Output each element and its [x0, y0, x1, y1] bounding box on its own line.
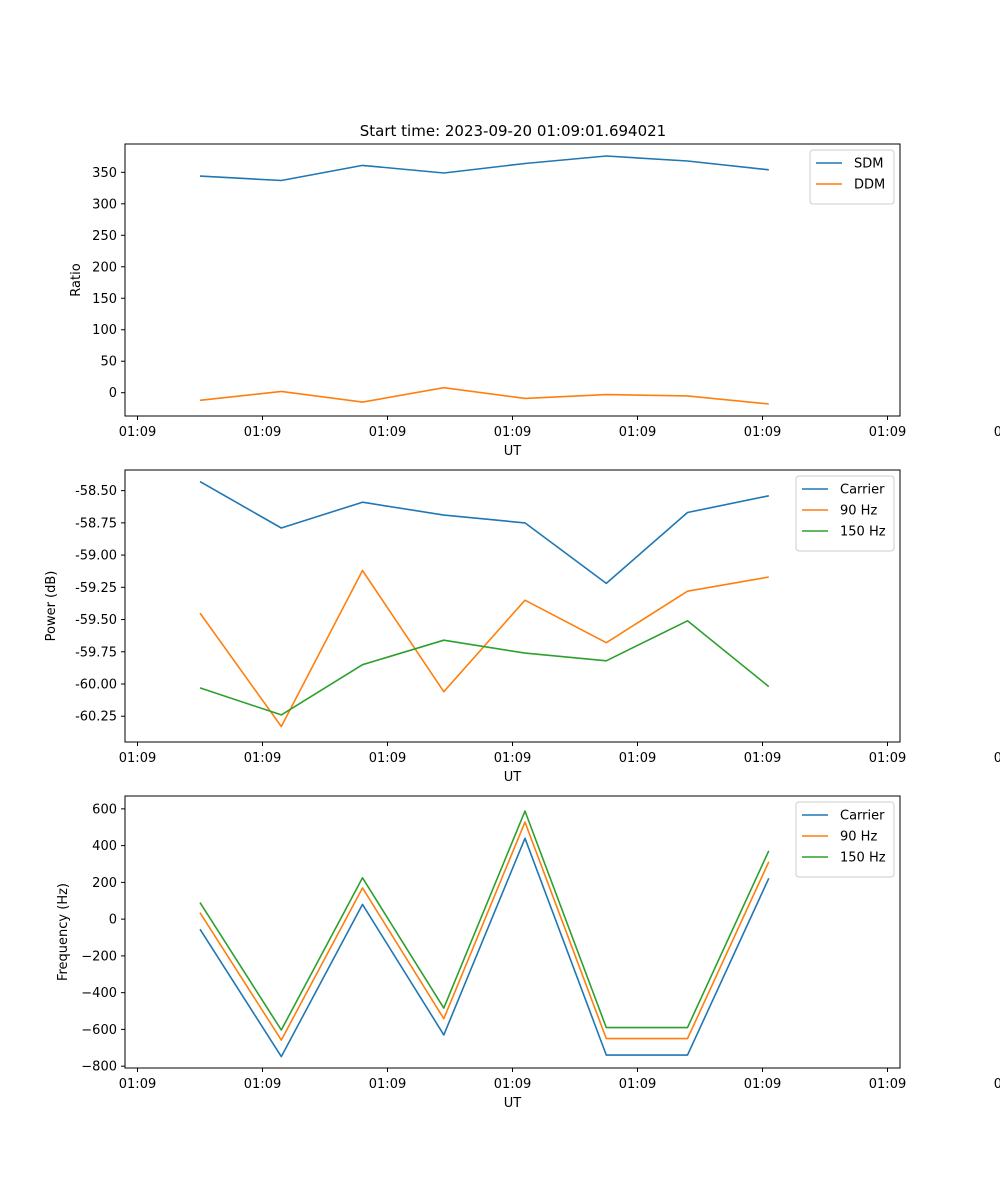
x-tick-label: 01:09: [619, 425, 656, 440]
x-tick-label: 01:10: [994, 1077, 1000, 1092]
x-tick-label: 01:09: [369, 1077, 406, 1092]
y-tick-label: 150: [92, 292, 117, 307]
series-line-ddm: [199, 386, 769, 405]
y-tick-label: -60.00: [75, 677, 117, 692]
x-tick-label: 01:09: [494, 1077, 531, 1092]
y-tick-label: -60.25: [75, 710, 117, 725]
x-tick-label: 01:09: [369, 751, 406, 766]
series-line-carrier: [199, 837, 770, 1058]
panel-1: 01:09 01:09 01:09 01:09 01:09 01:09 01:09 01:10…: [69, 143, 1000, 459]
legend-label: 90 Hz: [840, 504, 877, 519]
y-tick-label: 100: [92, 323, 117, 338]
legend-frame: [795, 801, 895, 878]
y-tick-label: −400: [81, 986, 117, 1001]
legend-label: SDM: [854, 157, 883, 172]
axes-frame: [124, 795, 901, 1069]
x-tick-label: 01:09: [619, 751, 656, 766]
x-tick-label: 01:10: [994, 425, 1000, 440]
legend-label: 150 Hz: [840, 525, 886, 540]
x-tick-label: 01:09: [244, 1077, 281, 1092]
x-tick-label: 01:09: [119, 1077, 156, 1092]
y-axis-label: Ratio: [69, 263, 84, 296]
legend: SDM DDM: [809, 149, 895, 205]
y-tick-label: −600: [81, 1023, 117, 1038]
x-tick-label: 01:09: [119, 751, 156, 766]
y-tick-label: -59.25: [75, 581, 117, 596]
legend: Carrier 90 Hz 150 Hz: [795, 475, 895, 552]
legend-label: DDM: [854, 178, 885, 193]
panel-3: 01:09 01:09 01:09 01:09 01:09 01:09 01:09 01:10…: [56, 795, 1000, 1111]
figure-title: Start time: 2023-09-20 01:09:01.694021: [360, 122, 666, 140]
series-line-150-hz: [199, 619, 770, 716]
x-tick-label: 01:09: [869, 1077, 906, 1092]
y-tick-label: -59.50: [75, 613, 117, 628]
x-axis-label: UT: [504, 770, 522, 785]
y-tick-label: 600: [92, 802, 117, 817]
legend-label: Carrier: [840, 483, 885, 498]
y-tick-label: -59.75: [75, 645, 117, 660]
x-tick-label: 01:09: [494, 751, 531, 766]
y-tick-label: 400: [92, 839, 117, 854]
x-tick-label: 01:09: [244, 751, 281, 766]
legend: Carrier 90 Hz 150 Hz: [795, 801, 895, 878]
y-tick-label: -59.00: [75, 549, 117, 564]
y-tick-label: 0: [109, 913, 117, 928]
y-tick-label: 200: [92, 876, 117, 891]
series-line-150-hz: [199, 810, 770, 1031]
y-tick-label: 250: [92, 229, 117, 244]
panels: 01:09 01:09 01:09 01:09 01:09 01:09 01:09 01:10…: [44, 143, 1000, 1111]
legend-label: 150 Hz: [840, 851, 886, 866]
x-tick-label: 01:09: [744, 425, 781, 440]
y-tick-label: 300: [92, 197, 117, 212]
x-tick-label: 01:10: [994, 751, 1000, 766]
legend-label: Carrier: [840, 809, 885, 824]
series-line-90-hz: [199, 821, 770, 1041]
x-tick-label: 01:09: [619, 1077, 656, 1092]
y-tick-label: 200: [92, 260, 117, 275]
x-tick-label: 01:09: [244, 425, 281, 440]
x-tick-label: 01:09: [494, 425, 531, 440]
x-tick-label: 01:09: [369, 425, 406, 440]
x-tick-label: 01:09: [869, 425, 906, 440]
y-axis-label: Power (dB): [44, 571, 59, 642]
x-tick-label: 01:09: [869, 751, 906, 766]
y-tick-label: 350: [92, 166, 117, 181]
y-tick-label: −800: [81, 1060, 117, 1075]
series-line-carrier: [199, 480, 769, 585]
y-axis-label: Frequency (Hz): [56, 883, 71, 981]
y-tick-label: 50: [100, 355, 117, 370]
x-tick-label: 01:09: [119, 425, 156, 440]
x-axis-label: UT: [504, 1096, 522, 1111]
y-tick-label: -58.75: [75, 516, 117, 531]
legend-label: 90 Hz: [840, 830, 877, 845]
axes-frame: [124, 143, 901, 417]
x-axis-label: UT: [504, 444, 522, 459]
panel-2: 01:09 01:09 01:09 01:09 01:09 01:09 01:09 01:10…: [44, 469, 1000, 785]
series-line-sdm: [199, 155, 769, 182]
x-tick-label: 01:09: [744, 751, 781, 766]
axes-frame: [124, 469, 901, 743]
x-tick-label: 01:09: [744, 1077, 781, 1092]
y-tick-label: -58.50: [75, 484, 117, 499]
y-tick-label: 0: [109, 386, 117, 401]
legend-frame: [795, 475, 895, 552]
y-tick-label: −200: [81, 949, 117, 964]
